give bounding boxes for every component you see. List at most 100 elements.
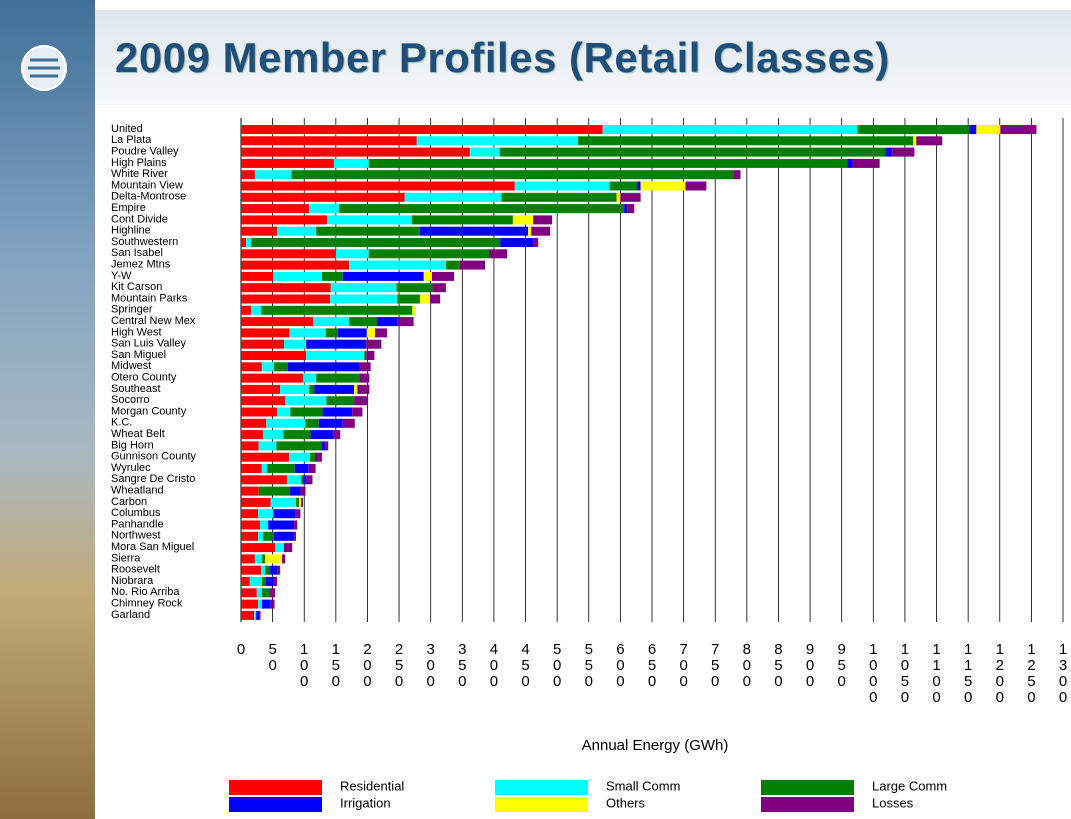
bar-segment — [624, 204, 628, 214]
bar-segment — [273, 362, 288, 372]
bar-segment — [282, 554, 286, 564]
category-label: La Plata — [111, 134, 152, 146]
tick-digit: 0 — [1059, 689, 1067, 706]
bar-segment — [258, 531, 264, 541]
bar-segment — [241, 305, 252, 315]
bar-segment — [261, 464, 267, 473]
bar-segment — [354, 384, 358, 394]
bar-segment — [366, 351, 375, 360]
tick-digit: 5 — [1027, 673, 1035, 690]
tick-digit: 0 — [363, 657, 371, 674]
bar-segment — [366, 339, 382, 349]
bar-segment — [416, 136, 579, 146]
category-label: Socorro — [111, 394, 150, 406]
bar-segment — [241, 204, 310, 214]
bar-segment — [313, 317, 350, 327]
tick-digit: 0 — [743, 657, 751, 674]
category-label: Big Horn — [111, 439, 154, 451]
tick-digit: 0 — [679, 673, 687, 690]
bar-segment — [251, 305, 262, 315]
bar-segment — [241, 136, 417, 146]
tick-digit: 0 — [869, 673, 877, 690]
tick-digit: 4 — [521, 641, 529, 658]
tick-digit: 3 — [458, 641, 466, 658]
bar-segment — [241, 565, 262, 575]
bar-segment — [258, 599, 262, 609]
bar-segment — [265, 577, 274, 586]
tick-digit: 5 — [648, 657, 656, 674]
bar-segment — [256, 588, 262, 598]
bar-segment — [397, 317, 414, 327]
bar-segment — [302, 373, 317, 383]
bar-segment — [241, 464, 262, 473]
bar-segment — [368, 249, 490, 259]
bar-segment — [241, 497, 271, 507]
bar-segment — [259, 520, 269, 530]
tick-digit: 0 — [901, 689, 909, 706]
bar-segment — [241, 271, 274, 281]
bar-segment — [342, 271, 424, 281]
bar-segment — [637, 181, 641, 191]
bar-segment — [330, 283, 397, 293]
bar-segment — [609, 181, 638, 191]
bar-segment — [316, 226, 420, 236]
bar-segment — [241, 610, 255, 620]
category-label: K.C. — [111, 417, 132, 429]
category-label: Delta-Montrose — [111, 191, 186, 203]
bar-segment — [342, 418, 355, 428]
category-label: High Plains — [111, 157, 167, 169]
bar-segment — [294, 531, 297, 541]
tick-digit: 0 — [300, 657, 308, 674]
bar-segment — [620, 192, 641, 202]
category-label: Mountain Parks — [111, 292, 188, 304]
category-label: Sierra — [111, 552, 141, 564]
bar-segment — [431, 271, 455, 281]
tick-digit: 0 — [932, 689, 940, 706]
bar-segment — [316, 373, 360, 383]
bar-segment — [241, 181, 515, 191]
tick-digit: 5 — [774, 657, 782, 674]
legend-swatch — [229, 797, 322, 812]
bar-segment — [254, 610, 257, 620]
bar-segment — [265, 554, 283, 564]
tick-digit: 0 — [869, 689, 877, 706]
bar-segment — [321, 441, 326, 451]
bar-segment — [261, 565, 266, 575]
bar-segment — [258, 441, 277, 451]
bar-segment — [287, 362, 360, 372]
category-label: Mora San Miguel — [111, 541, 194, 553]
category-label: Garland — [111, 609, 150, 621]
tick-digit: 1 — [1059, 641, 1067, 658]
bar-segment — [375, 328, 388, 338]
bar-segment — [241, 599, 259, 609]
bar-segment — [419, 226, 529, 236]
bar-segment — [847, 158, 853, 168]
legend-swatch — [761, 797, 854, 812]
bar-segment — [268, 520, 295, 530]
tick-digit: 0 — [490, 673, 498, 690]
bar-segment — [339, 204, 625, 214]
bar-segment — [514, 181, 610, 191]
bar-segment — [241, 407, 278, 417]
tick-digit: 0 — [237, 641, 245, 658]
tick-digit: 0 — [996, 689, 1004, 706]
tick-digit: 0 — [1059, 673, 1067, 690]
bar-segment — [241, 475, 288, 485]
bar-segment — [241, 384, 281, 394]
tick-digit: 0 — [679, 657, 687, 674]
bar-segment — [366, 328, 376, 338]
bar-segment — [501, 192, 617, 202]
bar-segment — [273, 531, 295, 541]
bar-segment — [349, 260, 446, 270]
bar-segment — [325, 441, 329, 451]
category-label: Sangre De Cristo — [111, 473, 195, 485]
bar-segment — [241, 577, 250, 586]
bar-segment — [277, 565, 281, 575]
bar-segment — [273, 577, 278, 586]
x-tick-label: 0 — [237, 641, 245, 658]
bar-segment — [306, 351, 365, 360]
bar-segment — [241, 362, 262, 372]
bar-segment — [241, 486, 259, 496]
